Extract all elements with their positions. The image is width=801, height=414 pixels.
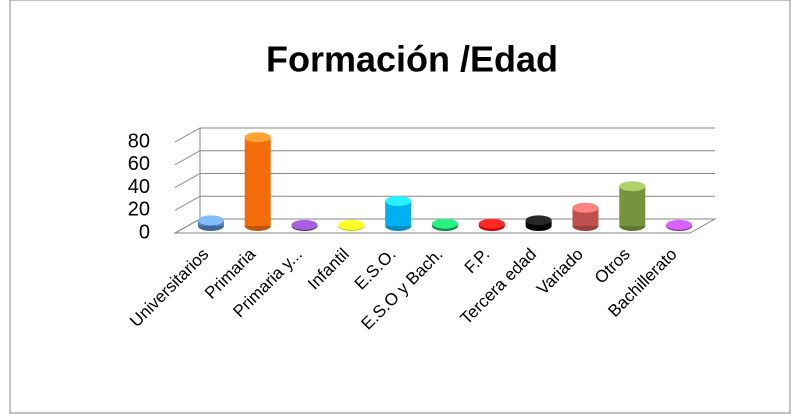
bar-top [338, 219, 365, 230]
y-tick-label: 20 [128, 199, 150, 221]
bar-top [666, 219, 693, 230]
chart-title: Formación /Edad [266, 39, 558, 80]
y-tick-label: 40 [128, 176, 150, 198]
bar-top [385, 195, 412, 206]
bar-top [619, 181, 646, 192]
bar [572, 207, 599, 226]
bar-top [432, 218, 458, 229]
bar-top [197, 215, 224, 226]
bar [244, 137, 271, 226]
bar-top [291, 219, 318, 230]
bar-top [525, 215, 552, 226]
y-tick-label: 0 [139, 221, 150, 243]
y-tick-label: 60 [128, 153, 150, 175]
bar-top [478, 218, 505, 229]
bar-top [244, 132, 271, 143]
bar [619, 186, 646, 226]
bar-top [572, 202, 599, 213]
y-tick-label: 80 [128, 130, 150, 152]
